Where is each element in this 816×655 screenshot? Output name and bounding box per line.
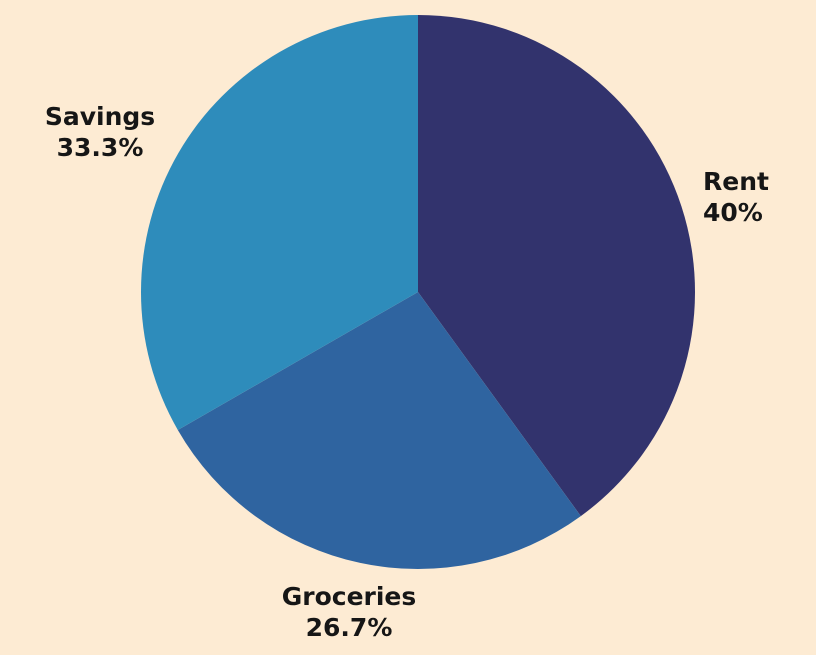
pie-label-rent: Rent 40% [703, 166, 769, 228]
slice-name-groceries: Groceries [281, 582, 417, 611]
pie-slice-rent [418, 15, 696, 517]
slice-percent-savings: 33.3% [56, 133, 144, 162]
slice-percent-rent: 40% [703, 198, 763, 227]
pie-slice-groceries [177, 292, 581, 570]
pie-slice-savings [140, 15, 418, 430]
pie-label-savings: Savings 33.3% [45, 101, 155, 163]
pie-slices-group [140, 15, 696, 570]
slice-name-rent: Rent [703, 167, 769, 196]
pie-label-groceries: Groceries 26.7% [282, 581, 417, 643]
slice-name-savings: Savings [44, 102, 156, 131]
slice-percent-groceries: 26.7% [305, 613, 393, 642]
